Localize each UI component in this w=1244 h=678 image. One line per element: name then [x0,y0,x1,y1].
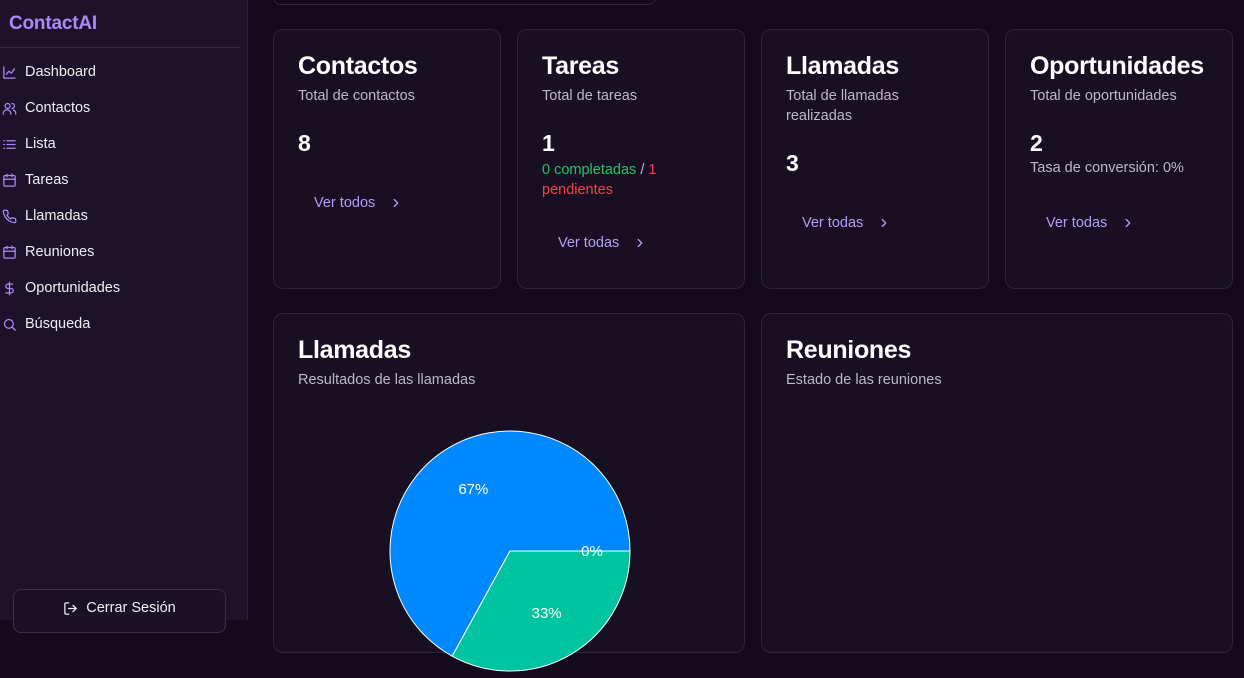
calls-pie-chart-container: 67% 33% 0% [388,429,632,678]
chevron-right-icon [637,238,643,248]
card-contactos: Contactos Total de contactos 8 Ver todos [273,29,501,289]
sidebar-item-lista[interactable]: Lista [0,126,240,162]
calendar-icon [0,245,25,260]
card-title: Llamadas [786,52,899,80]
card-llamadas: Llamadas Total de llamadas realizadas 3 … [761,29,989,289]
card-subtitle: Total de llamadas realizadas [786,88,899,124]
sidebar-item-label: Contactos [25,100,91,116]
divider [0,47,240,48]
pie-slice-label: 67% [458,481,488,498]
task-status: 0 completadas / 1 pendientes [542,160,712,200]
sidebar-item-label: Búsqueda [25,316,91,332]
top-panel [273,0,656,5]
phone-icon [0,209,25,224]
calendar-icon [0,173,25,188]
sidebar: ContactAI Dashboard Contactos Lista Tare… [0,0,248,633]
card-title: Reuniones [786,336,912,364]
conversion-rate: Tasa de conversión: 0% [1030,160,1184,176]
ver-todas-oportunidades-link[interactable]: Ver todas [1046,215,1135,231]
calls-pie-chart: 67% 33% 0% [389,430,631,672]
meetings-chart-card: Reuniones Estado de las reuniones [761,313,1233,653]
calls-chart-card: Llamadas Resultados de las llamadas 67% 3… [273,313,745,672]
pie-slice-label: 0% [581,543,603,560]
card-title: Tareas [542,52,619,80]
card-subtitle: Total de contactos [298,88,415,104]
card-title: Llamadas [298,336,411,364]
logout-icon [64,602,78,615]
link-label: Ver todas [1046,215,1108,231]
dollar-icon [0,281,25,296]
card-value: 1 [542,130,555,156]
logout-button[interactable]: Cerrar Sesión [13,589,226,633]
card-subtitle: Total de oportunidades [1030,88,1177,104]
list-icon [0,137,25,152]
status-separator: / [636,162,649,178]
completed-count: 0 completadas [542,162,637,178]
ver-todos-contactos-link[interactable]: Ver todos [314,195,403,211]
card-subtitle: Resultados de las llamadas [298,372,476,388]
sidebar-item-label: Lista [25,136,56,152]
sidebar-item-label: Tareas [25,172,69,188]
card-value: 8 [298,130,311,156]
sidebar-item-label: Llamadas [25,208,88,224]
pending-count: 1 pendientes [542,162,657,198]
card-subtitle: Total de tareas [542,88,638,104]
card-oportunidades: Oportunidades Total de oportunidades 2 T… [1005,29,1233,289]
card-value: 3 [786,150,799,176]
sidebar-item-label: Oportunidades [25,280,121,296]
search-icon [0,317,25,332]
link-label: Ver todos [314,195,376,211]
pie-slice-label: 33% [532,605,562,622]
sidebar-item-busqueda[interactable]: Búsqueda [0,306,240,342]
logout-label: Cerrar Sesión [86,600,176,616]
ver-todas-llamadas-link[interactable]: Ver todas [802,215,891,231]
sidebar-item-label: Dashboard [25,64,96,80]
sidebar-item-llamadas[interactable]: Llamadas [0,198,240,234]
chart-line-icon [0,65,25,80]
sidebar-nav: Dashboard Contactos Lista Tareas Llamada… [0,54,240,342]
card-value: 2 [1030,130,1043,156]
sidebar-item-contactos[interactable]: Contactos [0,90,240,126]
users-icon [0,101,25,116]
chevron-right-icon [881,218,887,228]
sidebar-item-tareas[interactable]: Tareas [0,162,240,198]
card-title: Contactos [298,52,418,80]
card-tareas: Tareas Total de tareas 1 0 completadas /… [517,29,745,289]
sidebar-item-oportunidades[interactable]: Oportunidades [0,270,240,306]
brand-logo[interactable]: ContactAI [9,13,97,34]
card-title: Oportunidades [1030,52,1204,80]
chevron-right-icon [393,198,399,208]
link-label: Ver todas [558,235,620,251]
sidebar-item-reuniones[interactable]: Reuniones [0,234,240,270]
pie-slice[interactable] [389,430,631,657]
chevron-right-icon [1125,218,1131,228]
link-label: Ver todas [802,215,864,231]
sidebar-item-label: Reuniones [25,244,95,260]
card-subtitle: Estado de las reuniones [786,372,942,388]
ver-todas-tareas-link[interactable]: Ver todas [558,235,647,251]
sidebar-item-dashboard[interactable]: Dashboard [0,54,240,90]
